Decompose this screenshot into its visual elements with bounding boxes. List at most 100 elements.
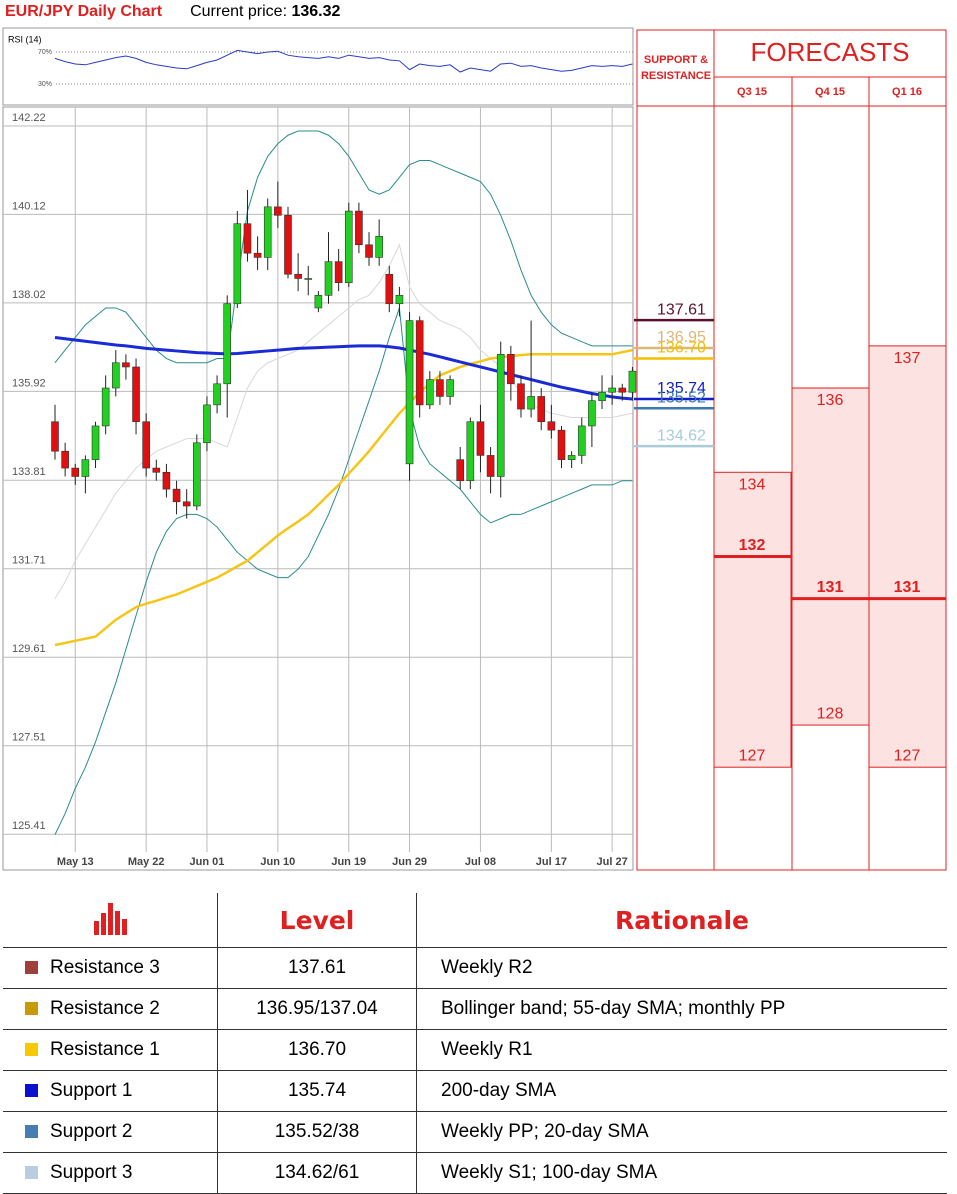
- candle-body: [182, 501, 191, 507]
- candle-body: [496, 354, 505, 477]
- candle-body: [405, 320, 414, 465]
- candle-body: [507, 354, 515, 385]
- candle-body: [213, 383, 221, 406]
- x-tick-label: Jun 29: [392, 856, 427, 868]
- cell-text: 136.95/137.04: [256, 998, 378, 1019]
- table-cell: Resistance 3: [3, 947, 218, 989]
- cell-text: 136.70: [287, 1039, 347, 1060]
- candle-body: [628, 370, 637, 393]
- table-cell: 137.61: [217, 947, 417, 989]
- candle-body: [608, 387, 616, 393]
- forecast-target-label: 132: [739, 537, 766, 554]
- forecast-title: FORECASTS: [751, 37, 910, 67]
- cell-text: 137.61: [287, 957, 347, 978]
- rsi-line: [54, 49, 633, 73]
- cell-text: Weekly PP; 20-day SMA: [441, 1121, 649, 1142]
- cell-text: 134.62/61: [274, 1162, 360, 1183]
- candle-body: [172, 488, 181, 503]
- swatch: [25, 1043, 38, 1056]
- y-tick-label: 133.81: [12, 466, 46, 478]
- candle-body: [436, 379, 444, 397]
- y-tick-label: 127.51: [12, 732, 46, 744]
- quarter-label: Q3 15: [737, 86, 767, 98]
- cell-text: Weekly S1; 100-day SMA: [441, 1162, 658, 1183]
- forecast-range: [791, 387, 870, 726]
- candle-body: [446, 379, 454, 397]
- candle-body: [61, 450, 69, 469]
- swatch: [25, 1084, 38, 1097]
- candle-body: [223, 303, 232, 385]
- table-cell: 136.70: [217, 1029, 417, 1071]
- table-row: Resistance 3 137.61 Weekly R2: [3, 947, 947, 989]
- table-row: Support 1 135.74 200-day SMA: [3, 1070, 947, 1112]
- candle-body: [426, 379, 434, 406]
- table-cell: 200-day SMA: [416, 1070, 947, 1112]
- forecast-target-label: 131: [894, 579, 921, 596]
- candle-body: [253, 252, 262, 258]
- candle-body: [395, 295, 404, 305]
- x-tick-label: Jun 01: [190, 856, 225, 868]
- candle-body: [243, 223, 252, 254]
- level-label: 136.95: [657, 329, 706, 346]
- table-cell: Weekly PP; 20-day SMA: [416, 1111, 947, 1153]
- forecast-low-label: 127: [894, 747, 921, 764]
- candle-body: [456, 459, 465, 482]
- swatch: [25, 1002, 38, 1015]
- candle-body: [486, 455, 495, 477]
- forecast-range: [868, 345, 947, 768]
- swatch: [25, 961, 38, 974]
- candle-body: [162, 471, 171, 490]
- level-label: 134.62: [657, 427, 706, 444]
- indicator-line: [54, 348, 633, 647]
- candle-body: [567, 455, 576, 460]
- forecast-low-label: 128: [817, 705, 844, 722]
- x-tick-label: Jun 10: [260, 856, 295, 868]
- table-cell: 135.52/38: [217, 1111, 417, 1153]
- candle-body: [263, 206, 272, 258]
- candle-body: [314, 295, 323, 309]
- candle-body: [365, 244, 373, 258]
- table-cell: Weekly S1; 100-day SMA: [416, 1152, 947, 1194]
- candle-body: [557, 429, 566, 460]
- y-tick-label: 138.02: [12, 289, 46, 301]
- candle-body: [294, 273, 302, 279]
- candle-body: [51, 421, 59, 452]
- candle-body: [618, 387, 627, 393]
- x-tick-label: May 13: [57, 856, 94, 868]
- x-tick-label: Jun 19: [331, 856, 366, 868]
- header: EUR/JPY Daily Chart Current price: 136.32: [5, 3, 340, 21]
- forecast-high-label: 134: [739, 476, 766, 493]
- candle-body: [598, 391, 606, 401]
- rsi-tick-label: 70%: [38, 49, 52, 56]
- candle-body: [193, 442, 201, 507]
- price-label: Current price:: [190, 3, 288, 20]
- indicator-line: [54, 307, 633, 835]
- forecast-range: [713, 471, 792, 768]
- candle-body: [476, 421, 485, 456]
- table-row: Resistance 1 136.70 Weekly R1: [3, 1029, 947, 1071]
- candle-body: [375, 236, 383, 258]
- cell-text: Resistance 2: [50, 998, 160, 1019]
- forecast-high-label: 137: [894, 350, 921, 367]
- candle-body: [122, 362, 130, 368]
- candle-body: [385, 273, 394, 305]
- cell-text: Support 2: [50, 1121, 133, 1142]
- table-cell: Resistance 2: [3, 988, 218, 1030]
- x-tick-label: May 22: [128, 856, 165, 868]
- candle-body: [101, 387, 110, 427]
- candle-body: [81, 459, 90, 477]
- sr-heading: SUPPORT & RESISTANCE: [640, 54, 712, 82]
- swatch: [25, 1166, 38, 1179]
- price: 136.32: [291, 3, 341, 20]
- y-tick-label: 131.71: [12, 555, 46, 567]
- candle-body: [71, 467, 80, 477]
- x-tick-label: Jul 27: [597, 856, 628, 868]
- table-cell: Support 1: [3, 1070, 218, 1112]
- forecast-target-label: 131: [817, 579, 844, 596]
- candle-body: [577, 425, 586, 456]
- cell-text: Resistance 1: [50, 1039, 160, 1060]
- candle-body: [132, 366, 140, 423]
- candle-body: [233, 223, 242, 305]
- table-cell: Weekly R2: [416, 947, 947, 989]
